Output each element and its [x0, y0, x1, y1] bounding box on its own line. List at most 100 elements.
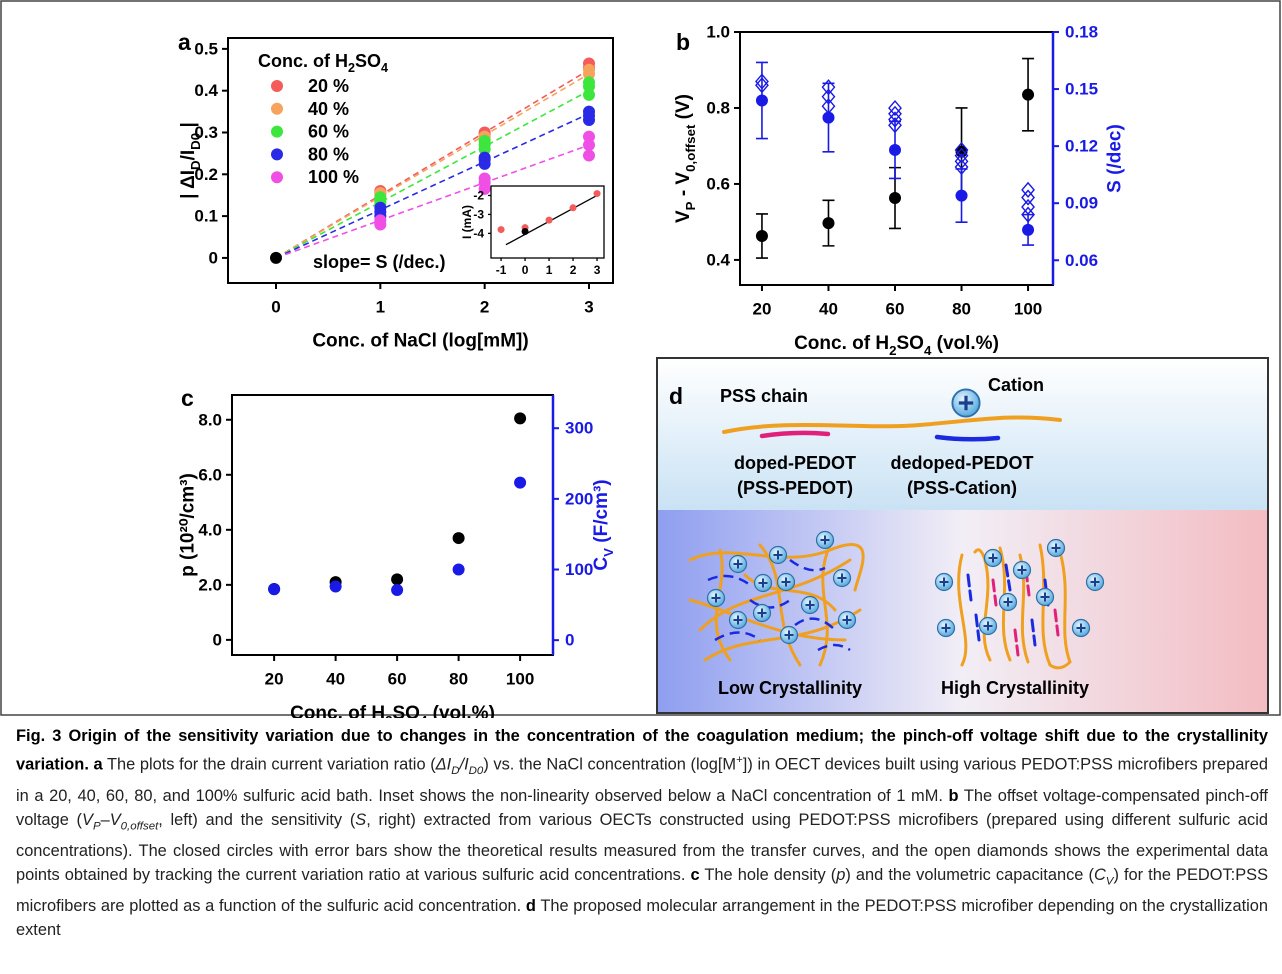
x-tick-label: 3: [594, 263, 601, 277]
caption-run: The offset voltage-compensated pinch-off…: [16, 786, 1268, 829]
caption-run: +: [736, 754, 743, 767]
data-point: [583, 80, 596, 93]
label-part: C: [591, 557, 612, 571]
y-axis-title: | ΔID/ID0 |: [178, 122, 204, 199]
x-tick-label: 100: [506, 670, 534, 689]
x-axis-title: Conc. of H2SO4 (vol.%): [290, 703, 495, 719]
fit-line: [275, 144, 590, 259]
data-point: [955, 189, 968, 202]
x-tick-label: 0: [271, 298, 280, 317]
y-tick-label: 0.3: [194, 123, 218, 142]
y2-tick-label: 0: [565, 631, 574, 650]
x-tick-label: 0: [522, 263, 529, 277]
label-part: V: [601, 548, 616, 557]
data-point: [478, 143, 491, 156]
y-tick-label: 6.0: [198, 465, 222, 484]
doped-pedot: [759, 430, 831, 439]
caption-run: ) and the volumetric capacitance (: [845, 866, 1094, 885]
low-crystallinity-pedot: [707, 558, 851, 652]
diamond-point: [954, 141, 969, 159]
y-tick-label: 2.0: [198, 575, 222, 594]
y2-tick-label: 0.12: [1065, 137, 1098, 156]
y-tick-label: 8.0: [198, 410, 222, 429]
label-part: 2: [348, 61, 355, 75]
x-tick-label: 1: [546, 263, 553, 277]
fit-line: [275, 112, 590, 259]
data-point: [269, 251, 282, 264]
x-tick-label: 3: [584, 298, 593, 317]
legend-marker: [271, 148, 283, 161]
pss-chain: [722, 415, 1062, 434]
annotation: slope= S (/dec.): [313, 252, 446, 272]
panel-label: b: [676, 29, 690, 55]
legend-marker: [271, 80, 283, 92]
data-point: [889, 143, 902, 156]
legend-label: 40 %: [308, 99, 349, 119]
data-point: [569, 204, 577, 212]
legend-label: 100 %: [308, 167, 359, 187]
x-tick-label: 60: [886, 300, 905, 319]
label-part: 0,offset: [683, 124, 698, 172]
high-label: High Crystallinity: [941, 678, 1089, 698]
data-point: [452, 532, 465, 545]
caption: Fig. 3 Origin of the sensitivity variati…: [16, 724, 1268, 943]
caption-run: –V: [100, 810, 121, 829]
legend-label: 80 %: [308, 144, 349, 164]
label-part: /I: [178, 150, 199, 161]
caption-run: b: [948, 786, 959, 805]
doped-label: (PSS-PEDOT): [737, 478, 853, 498]
caption-run: D: [451, 765, 460, 778]
data-point: [822, 217, 835, 230]
data-point: [329, 580, 342, 593]
caption-run: S: [355, 810, 367, 829]
caption-run: The proposed molecular arrangement in th…: [16, 896, 1268, 940]
y2-tick-label: 0.18: [1065, 23, 1098, 42]
plot-frame: [227, 37, 614, 284]
caption-run: /I: [459, 755, 469, 774]
data-point: [755, 229, 768, 242]
data-point: [583, 149, 596, 162]
label-part: Conc. of H: [258, 51, 348, 71]
data-point: [497, 226, 505, 234]
diamond-point: [1021, 181, 1035, 198]
plot-frame: [739, 31, 1054, 286]
data-point: [391, 573, 404, 586]
y-tick-label: 0.4: [706, 250, 730, 269]
y-tick-label: 4.0: [198, 520, 222, 539]
y-tick-label: 0.6: [706, 174, 730, 193]
caption-run: ΔI: [435, 755, 452, 774]
x-tick-label: 80: [449, 670, 468, 689]
y2-tick-label: 0.15: [1065, 80, 1098, 99]
legend-marker: [271, 171, 283, 184]
y-axis-title: I (mA): [460, 205, 474, 239]
x-tick-label: 60: [388, 670, 407, 689]
label-part: D0: [188, 133, 203, 150]
x-tick-label: 2: [570, 263, 577, 277]
label-part: (vol.%): [931, 333, 999, 354]
diagram: d PSS chain Cation doped-PEDOT (PSS-PEDO…: [656, 357, 1269, 714]
label-part: (vol.%): [427, 703, 495, 719]
y-tick-label: 0: [213, 630, 222, 649]
caption-run: c: [690, 866, 700, 885]
caption-run: ) vs. the NaCl concentration (log[M: [483, 755, 737, 774]
legend-title: Conc. of H2SO4: [258, 51, 388, 75]
cation-label: Cation: [988, 375, 1044, 395]
y-tick-label: -4: [473, 226, 484, 240]
y-tick-label: -2: [473, 188, 484, 202]
caption-run: P: [92, 820, 101, 833]
x-axis-title: Conc. of H2SO4 (vol.%): [794, 333, 999, 359]
x-axis-title: Conc. of NaCl (log[mM]): [312, 331, 528, 352]
label-part: (V): [673, 94, 694, 125]
diamond-point: [1021, 189, 1035, 206]
label-part: |: [178, 122, 199, 133]
data-point: [583, 67, 596, 80]
diagram-frame: [656, 357, 1269, 714]
doped-label: doped-PEDOT: [734, 453, 856, 473]
data-point: [478, 182, 491, 195]
legend-label: 60 %: [308, 122, 349, 142]
caption-run: p: [836, 866, 846, 885]
caption-run: ) for the PEDOT:PSS microfibers are plot…: [16, 866, 1269, 915]
data-point: [593, 190, 601, 198]
label-part: SO: [392, 703, 419, 719]
label-part: Conc. of H: [290, 703, 385, 719]
